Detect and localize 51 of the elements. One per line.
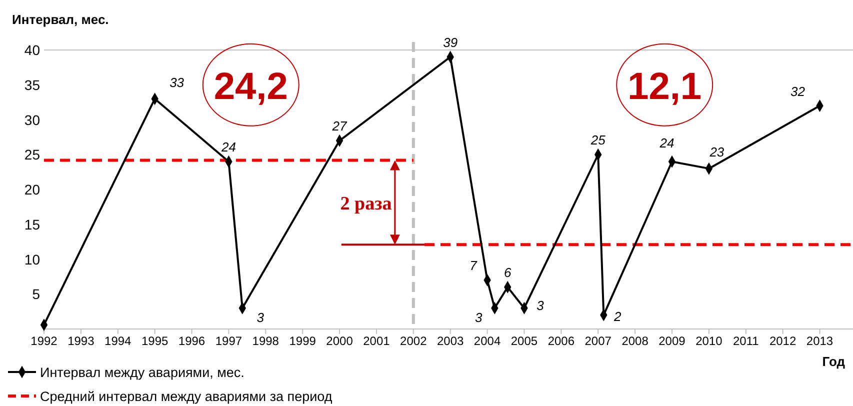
x-tick-label: 2009	[658, 334, 686, 348]
x-tick-label: 1993	[68, 334, 95, 348]
data-label: 6	[504, 265, 512, 280]
x-tick-label: 1995	[141, 334, 168, 348]
data-label: 2	[613, 309, 622, 324]
x-tick-label: 2006	[548, 334, 575, 348]
data-label: 3	[536, 298, 545, 314]
x-tick-label: 1997	[215, 334, 242, 348]
annotation: 12,1	[628, 66, 702, 108]
x-tick-label: 2005	[510, 334, 538, 348]
data-label: 24	[220, 140, 236, 155]
x-tick-label: 2002	[400, 334, 428, 348]
data-label: 33	[170, 74, 185, 90]
x-tick-label: 2011	[732, 334, 760, 348]
x-tick-label: 1994	[104, 334, 132, 348]
annotation: 24,2	[214, 66, 288, 108]
annotation: 2 раза	[340, 193, 392, 214]
data-label: 3	[256, 310, 265, 326]
x-tick-label: 2008	[622, 334, 649, 348]
x-tick-label: 2003	[436, 334, 464, 348]
x-tick-label: 1998	[252, 334, 280, 348]
x-tick-label: 1999	[289, 334, 316, 348]
y-tick-label: 35	[24, 76, 40, 93]
legend-label: Интервал между авариями, мес.	[40, 365, 244, 380]
data-label: 32	[790, 84, 806, 99]
x-axis-title: Год	[822, 354, 846, 369]
x-tick-label: 2004	[474, 334, 501, 348]
x-tick-label: 1996	[178, 334, 206, 348]
y-tick-label: 10	[24, 251, 40, 268]
y-tick-label: 5	[32, 286, 40, 302]
y-tick-label: 25	[24, 146, 40, 163]
y-axis-title: Интервал, мес.	[12, 12, 109, 27]
x-tick-label: 2013	[806, 334, 834, 348]
data-label: 24	[658, 136, 674, 151]
y-tick-label: 30	[24, 112, 40, 128]
x-tick-label: 2010	[696, 334, 723, 348]
x-tick-label: 1992	[30, 334, 58, 348]
y-tick-label: 20	[24, 182, 40, 198]
data-label: 23	[708, 144, 725, 160]
legend-label: Средний интервал между авариями за период	[40, 389, 332, 404]
data-label: 7	[470, 258, 478, 274]
data-label: 39	[443, 34, 458, 50]
y-tick-label: 15	[24, 216, 40, 232]
data-label: 27	[331, 118, 348, 134]
x-tick-label: 2000	[326, 334, 354, 348]
data-label: 3	[475, 310, 484, 326]
x-tick-label: 2012	[769, 334, 796, 348]
y-tick-label: 40	[24, 42, 40, 58]
data-label: 25	[590, 132, 606, 148]
x-tick-label: 2007	[584, 334, 612, 348]
x-tick-label: 2001	[363, 334, 390, 348]
